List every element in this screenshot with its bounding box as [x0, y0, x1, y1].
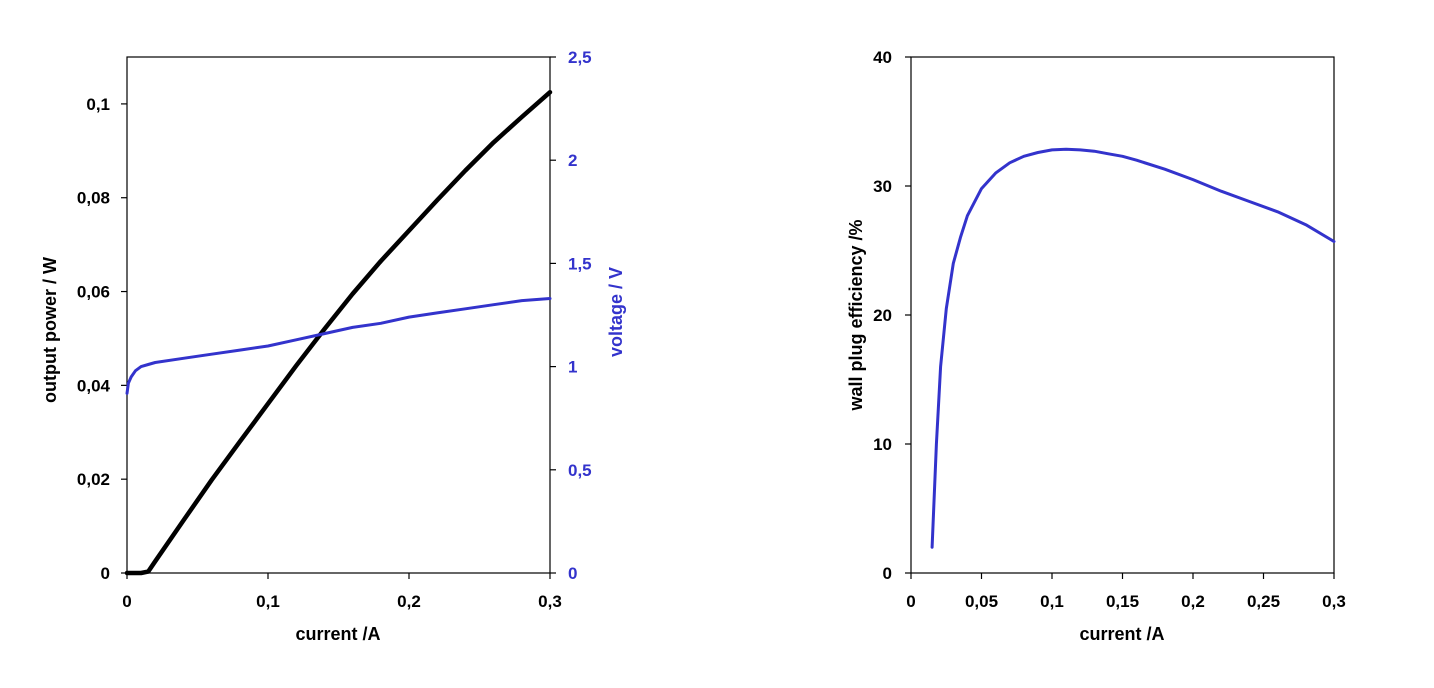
chart1-y2-tick-label: 2 [568, 151, 577, 170]
chart1-y2-tick-label: 2,5 [568, 48, 592, 67]
chart2-x-tick-label: 0,05 [965, 592, 998, 611]
chart2-series [930, 147, 1336, 549]
chart1-y-tick-label: 0,04 [77, 376, 111, 395]
chart2-x-tick-label: 0,15 [1106, 592, 1139, 611]
chart1-y2-tick-label: 1 [568, 358, 577, 377]
chart1-y2-axis-title: voltage / V [606, 267, 626, 357]
chart2-y-tick-label: 40 [873, 48, 892, 67]
chart2-series-efficiency-line [930, 147, 1336, 549]
chart1-y-axis-title: output power / W [40, 257, 60, 403]
chart2-x-axis-title: current /A [1079, 624, 1164, 644]
chart2-y-tick-label: 30 [873, 177, 892, 196]
chart1-y-tick-label: 0 [101, 564, 110, 583]
chart2-y-tick-label: 20 [873, 306, 892, 325]
chart1-x-tick-label: 0,1 [256, 592, 280, 611]
chart1-series [124, 89, 553, 576]
chart1-x-tick-label: 0 [122, 592, 131, 611]
chart2-ticks: 0 0,05 0,1 0,15 0,2 0,25 0,3 0 10 20 30 40 [873, 48, 1346, 611]
chart1-y2-tick-label: 0 [568, 564, 577, 583]
chart2-x-tick-label: 0,25 [1247, 592, 1280, 611]
chart1-ticks: 0 0,1 0,2 0,3 0 0,02 0,04 0,06 0,08 0,1 0 0,5 1 1,5 2 2… [77, 48, 592, 611]
chart2-plot-frame [910, 56, 1335, 574]
chart1-y-tick-label: 0,06 [77, 283, 110, 302]
chart-output-power-voltage: 0 0,1 0,2 0,3 0 0,02 0,04 0,06 0,08 0,1 0 0,5 1 1,5 2 2… [40, 48, 626, 644]
chart1-x-tick-label: 0,2 [397, 592, 421, 611]
chart1-series-voltage-line [125, 297, 552, 395]
chart2-x-tick-label: 0,3 [1322, 592, 1346, 611]
chart-wall-plug-efficiency: 0 0,05 0,1 0,15 0,2 0,25 0,3 0 10 20 30 40 current … [846, 48, 1346, 644]
chart1-x-axis-title: current /A [295, 624, 380, 644]
chart2-y-axis-title: wall plug efficiency /% [846, 219, 866, 411]
chart1-plot-frame [126, 56, 551, 574]
chart2-x-tick-label: 0,1 [1040, 592, 1064, 611]
chart1-y2-tick-label: 0,5 [568, 461, 592, 480]
chart1-x-tick-label: 0,3 [538, 592, 562, 611]
chart1-y2-tick-label: 1,5 [568, 254, 592, 273]
chart2-y-tick-label: 10 [873, 435, 892, 454]
chart2-x-tick-label: 0,2 [1181, 592, 1205, 611]
chart1-y-tick-label: 0,08 [77, 189, 110, 208]
chart1-y-tick-label: 0,02 [77, 470, 110, 489]
chart2-x-tick-label: 0 [906, 592, 915, 611]
chart2-y-tick-label: 0 [883, 564, 892, 583]
chart1-series-output-power-line [124, 89, 553, 576]
chart1-y-tick-label: 0,1 [86, 95, 110, 114]
